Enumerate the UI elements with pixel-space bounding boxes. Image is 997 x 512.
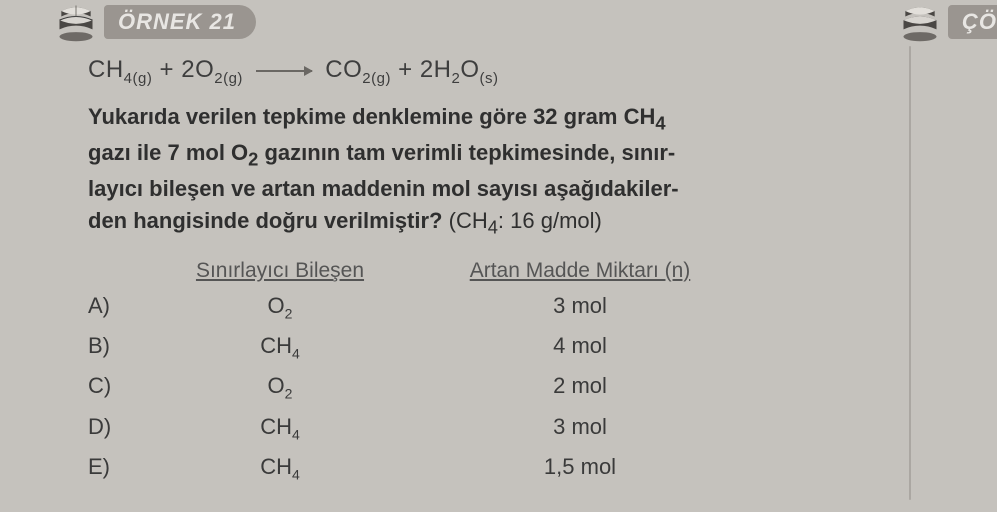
option-letter: C) bbox=[88, 373, 150, 399]
question-content: CH4(g) + 2O2(g) CO2(g) + 2H2O(s) Yukarıd… bbox=[88, 56, 828, 495]
table-header: Sınırlayıcı Bileşen Artan Madde Miktarı … bbox=[88, 259, 828, 283]
column-divider bbox=[909, 46, 911, 500]
table-row: E) CH4 1,5 mol bbox=[88, 454, 828, 482]
option-letter: A) bbox=[88, 293, 150, 319]
plus-sign: + bbox=[152, 56, 181, 83]
solution-badge: ÇÖ bbox=[898, 0, 997, 44]
question-text: Yukarıda verilen tepkime denklemine göre… bbox=[88, 101, 828, 241]
example-badge: ÖRNEK 21 bbox=[54, 0, 256, 44]
chemical-equation: CH4(g) + 2O2(g) CO2(g) + 2H2O(s) bbox=[88, 56, 828, 87]
reactant-1: CH4(g) bbox=[88, 56, 152, 83]
limiting-value: O2 bbox=[150, 373, 410, 401]
solution-label: ÇÖ bbox=[948, 5, 997, 39]
limiting-value: CH4 bbox=[150, 414, 410, 442]
table-row: C) O2 2 mol bbox=[88, 373, 828, 401]
reactant-2: 2O2(g) bbox=[181, 56, 243, 83]
limiting-value: CH4 bbox=[150, 333, 410, 361]
limiting-value: CH4 bbox=[150, 454, 410, 482]
table-row: A) O2 3 mol bbox=[88, 293, 828, 321]
excess-value: 4 mol bbox=[410, 333, 750, 359]
table-row: B) CH4 4 mol bbox=[88, 333, 828, 361]
header-limiting: Sınırlayıcı Bileşen bbox=[196, 259, 364, 282]
limiting-value: O2 bbox=[150, 293, 410, 321]
example-label: ÖRNEK 21 bbox=[104, 5, 256, 39]
excess-value: 3 mol bbox=[410, 293, 750, 319]
header-excess: Artan Madde Miktarı (n) bbox=[470, 259, 691, 282]
option-letter: D) bbox=[88, 414, 150, 440]
answer-table: Sınırlayıcı Bileşen Artan Madde Miktarı … bbox=[88, 259, 828, 483]
excess-value: 1,5 mol bbox=[410, 454, 750, 480]
product-1: CO2(g) bbox=[325, 56, 391, 83]
product-2: 2H2O(s) bbox=[420, 56, 499, 83]
option-letter: E) bbox=[88, 454, 150, 480]
excess-value: 2 mol bbox=[410, 373, 750, 399]
reaction-arrow-icon bbox=[256, 70, 312, 72]
table-row: D) CH4 3 mol bbox=[88, 414, 828, 442]
books-icon bbox=[54, 0, 98, 44]
books-icon bbox=[898, 0, 942, 44]
option-letter: B) bbox=[88, 333, 150, 359]
excess-value: 3 mol bbox=[410, 414, 750, 440]
plus-sign: + bbox=[391, 56, 420, 83]
